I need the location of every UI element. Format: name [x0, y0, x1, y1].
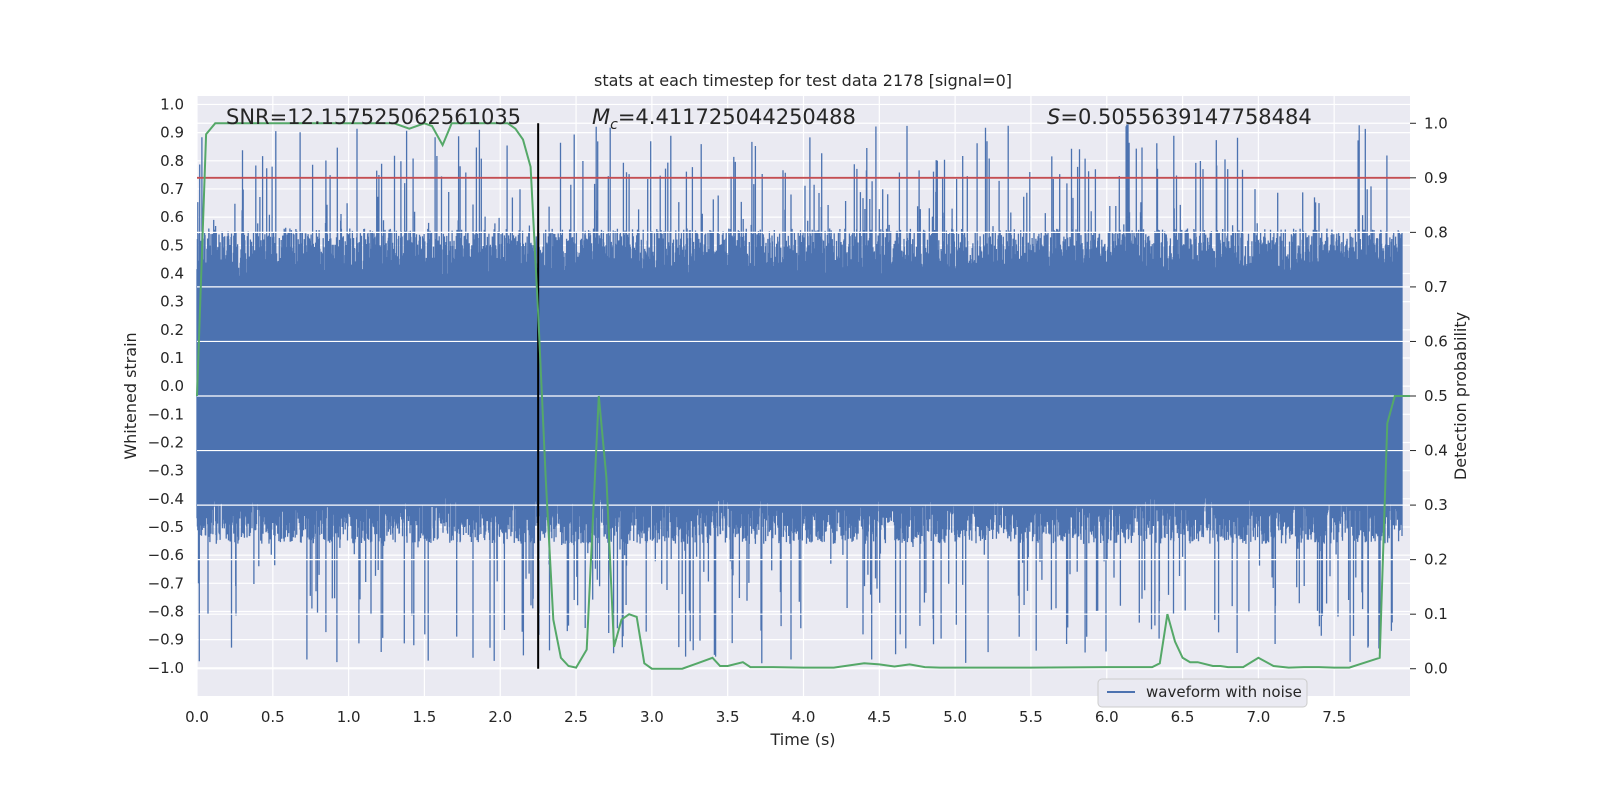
y2-tick-label: 0.9 — [1424, 169, 1448, 187]
y2-tick-label: 0.4 — [1424, 442, 1448, 460]
y-tick-label: −0.4 — [148, 490, 184, 508]
x-tick-label: 4.5 — [867, 708, 891, 726]
legend-label: waveform with noise — [1146, 683, 1302, 701]
x-tick-label: 0.5 — [261, 708, 285, 726]
chirp-mass-annotation: Mc=4.411725044250488 — [592, 105, 856, 133]
y-tick-label: 0.2 — [160, 321, 184, 339]
y-tick-label: −0.5 — [148, 518, 184, 536]
y2-tick-label: 0.3 — [1424, 496, 1448, 514]
y2-tick-label: 1.0 — [1424, 114, 1448, 132]
y2-tick-labels: 1.0 0.9 0.8 0.7 0.6 0.5 0.4 0.3 0.2 0.1 0.0 — [1410, 114, 1448, 678]
y2-axis-label: Detection probability — [1451, 312, 1470, 480]
y-tick-label: 0.5 — [160, 236, 184, 254]
chirp-mass-value: =4.411725044250488 — [618, 105, 856, 129]
y-tick-label: −0.9 — [148, 631, 184, 649]
x-tick-label: 2.5 — [564, 708, 588, 726]
y-tick-labels: 1.0 0.9 0.8 0.7 0.6 0.5 0.4 0.3 0.2 0.1 0.0 −0.1 −0.… — [148, 95, 184, 676]
score-symbol: S — [1047, 105, 1060, 129]
y-axis-label: Whitened strain — [121, 332, 140, 459]
score-annotation: S=0.5055639147758484 — [1047, 105, 1312, 129]
x-tick-label: 6.5 — [1171, 708, 1195, 726]
legend-box — [1097, 678, 1308, 708]
y2-tick-label: 0.5 — [1424, 387, 1448, 405]
x-axis-label: Time (s) — [769, 730, 835, 749]
y-tick-label: 0.1 — [160, 349, 184, 367]
chirp-mass-subscript: c — [610, 117, 618, 133]
x-tick-label: 1.5 — [413, 708, 437, 726]
legend: waveform with noise — [1097, 678, 1308, 708]
y-tick-label: −0.6 — [148, 546, 184, 564]
x-tick-label: 0.0 — [185, 708, 209, 726]
probability-series-line — [196, 122, 1410, 670]
x-tick-label: 1.0 — [337, 708, 361, 726]
x-tick-label: 6.0 — [1095, 708, 1119, 726]
y-tick-label: −1.0 — [148, 659, 184, 677]
y-tick-label: 0.6 — [160, 208, 184, 226]
chirp-mass-symbol: M — [592, 105, 610, 129]
y-tick-label: 0.0 — [160, 377, 184, 395]
x-tick-label: 3.0 — [640, 708, 664, 726]
x-tick-label: 3.5 — [716, 708, 740, 726]
x-tick-label: 2.0 — [488, 708, 512, 726]
y2-tick-label: 0.7 — [1424, 278, 1448, 296]
y-tick-label: −0.3 — [148, 462, 184, 480]
x-tick-label: 7.0 — [1246, 708, 1270, 726]
x-tick-label: 4.0 — [792, 708, 816, 726]
x-tick-label: 5.5 — [1019, 708, 1043, 726]
chart-title: stats at each timestep for test data 217… — [594, 71, 1012, 90]
y-tick-label: 0.3 — [160, 293, 184, 311]
y-tick-label: −0.7 — [148, 574, 184, 592]
y-tick-label: −0.2 — [148, 433, 184, 451]
y2-tick-label: 0.2 — [1424, 551, 1448, 569]
y2-tick-label: 0.0 — [1424, 660, 1448, 678]
y-tick-label: 1.0 — [160, 95, 184, 113]
y-tick-label: 0.8 — [160, 152, 184, 170]
x-tick-label: 7.5 — [1322, 708, 1346, 726]
y-tick-label: 0.7 — [160, 180, 184, 198]
y2-tick-label: 0.1 — [1424, 605, 1448, 623]
score-value: =0.5055639147758484 — [1060, 105, 1311, 129]
y-tick-label: 0.9 — [160, 124, 184, 142]
y-tick-label: 0.4 — [160, 264, 184, 282]
y2-tick-label: 0.6 — [1424, 332, 1448, 350]
y-tick-label: −0.1 — [148, 405, 184, 423]
x-tick-label: 5.0 — [943, 708, 967, 726]
x-tick-labels: 0.0 0.5 1.0 1.5 2.0 2.5 3.0 3.5 4.0 4.5 5.0 5.5 6.0 6… — [185, 708, 1346, 726]
y2-tick-label: 0.8 — [1424, 223, 1448, 241]
snr-annotation: SNR=12.157525062561035 — [226, 105, 521, 129]
y-tick-label: −0.8 — [148, 602, 184, 620]
